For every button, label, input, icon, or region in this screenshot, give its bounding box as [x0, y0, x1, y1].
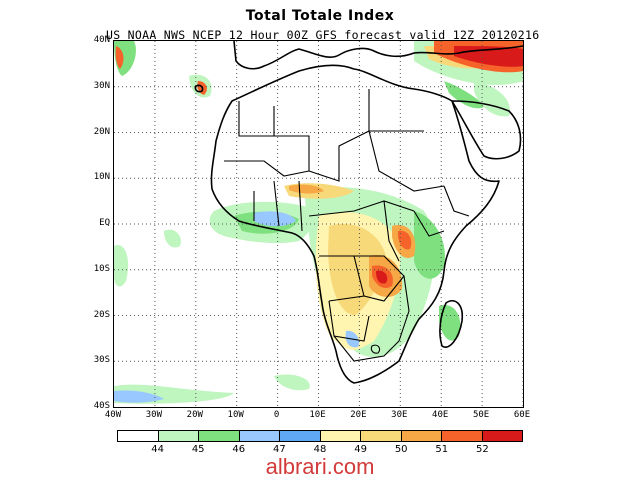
border-sahara-central [274, 130, 370, 182]
lon-label: 10E [309, 410, 326, 420]
map-subtitle: US NOAA NWS NCEP 12 Hour 00Z GFS forecas… [106, 28, 540, 42]
lat-label: 20N [93, 126, 110, 137]
border-congo-north [308, 200, 415, 217]
legend-swatch [401, 431, 442, 441]
lat-label: 40S [93, 401, 110, 411]
border-south-africa [333, 335, 400, 362]
lon-label: 10W [227, 410, 244, 420]
border-mozambique [398, 275, 410, 342]
border-egypt [368, 89, 424, 132]
arabia-coastline [451, 100, 522, 160]
country-borders [224, 89, 470, 362]
lon-label: 20E [350, 410, 367, 420]
lon-label: 50E [472, 410, 490, 420]
lat-label: 20S [93, 309, 110, 320]
field-patch-green-atlantic [164, 229, 181, 248]
border-angola [319, 255, 365, 302]
lon-label: 40W [104, 410, 122, 420]
border-congo-east [383, 200, 400, 262]
border-sahara-west [238, 101, 275, 137]
field-patch-darkred-zambia [376, 270, 388, 284]
canary-islands [194, 84, 204, 93]
legend-swatch [482, 431, 522, 441]
legend-label: 48 [313, 444, 327, 455]
europe-coastline [233, 41, 523, 70]
border-kenya [413, 210, 445, 237]
legend-swatch [442, 431, 483, 441]
lon-label: 30E [391, 410, 408, 420]
legend-swatch [361, 431, 402, 441]
legend-label: 45 [191, 444, 205, 455]
lat-label: 10N [93, 172, 110, 183]
coastlines [194, 41, 523, 384]
field-patch-green-east [414, 211, 445, 279]
watermark: albrari.com [265, 454, 375, 479]
legend-swatch [280, 431, 321, 441]
field-patch-blue-southwest [114, 390, 164, 403]
field-patch-green-south [274, 374, 310, 391]
field-patch-red-nw [115, 46, 124, 69]
legend-swatch [118, 431, 159, 441]
border-horn [443, 185, 470, 217]
lat-label: 10S [93, 263, 110, 274]
lon-label: 40E [432, 410, 449, 420]
index-map [114, 41, 523, 407]
legend-label: 47 [273, 444, 286, 455]
lat-label: EQ [99, 218, 110, 228]
legend-swatch [158, 431, 199, 441]
lon-label: 20W [186, 410, 203, 420]
lon-label: 0 [273, 410, 280, 420]
field-patch-green-madagascar [439, 305, 461, 341]
legend-label: 46 [232, 444, 246, 455]
lon-label: 60E [513, 410, 531, 420]
legend-label: 50 [394, 444, 408, 455]
field-patch-orange-sahel [289, 184, 324, 194]
map-frame [113, 40, 524, 408]
legend-label: 44 [151, 444, 164, 455]
map-title: Total Totale Index [245, 8, 395, 24]
lat-label: 30N [93, 80, 110, 91]
field-patch-green-red-sea [444, 81, 486, 109]
field-patch-blue-gulf [254, 211, 296, 227]
legend-swatch [239, 431, 280, 441]
lat-label: 30S [93, 355, 110, 366]
field-patch-red-tanzania [398, 230, 412, 250]
legend-label: 52 [476, 444, 489, 455]
lon-label: 30W [145, 410, 163, 420]
border-namibia-botswana [328, 300, 370, 342]
africa-coastline [210, 64, 500, 384]
legend-swatch [199, 431, 240, 441]
madagascar-coastline [439, 299, 464, 348]
border-sudan [368, 130, 445, 192]
lat-lon-grid [114, 41, 523, 407]
border-west-africa [253, 180, 303, 232]
legend-label: 49 [354, 444, 367, 455]
legend-label: 51 [435, 444, 449, 455]
border-sahel [224, 160, 310, 177]
field-patch-green-west-edge [114, 245, 129, 287]
legend-swatch [320, 431, 361, 441]
border-lesotho [370, 344, 381, 354]
field-patch-green-arabia [474, 81, 510, 117]
color-legend-bar [117, 430, 523, 442]
lat-label: 40N [93, 35, 110, 45]
